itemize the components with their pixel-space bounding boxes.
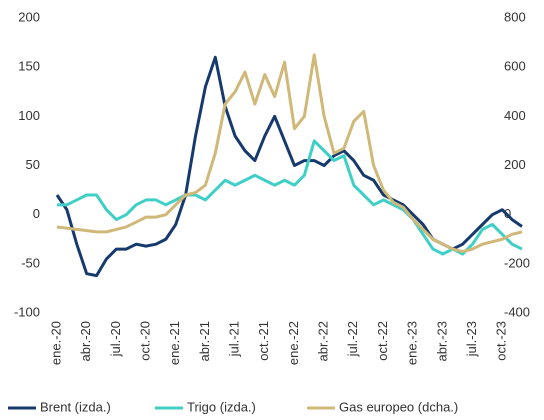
x-tick-label: ene.-21 bbox=[167, 321, 182, 365]
x-tick-label: abr.-21 bbox=[197, 321, 212, 361]
x-tick-label: abr.-22 bbox=[316, 321, 331, 361]
y-tick-label: -50 bbox=[21, 255, 40, 270]
x-tick-label: ene.-20 bbox=[48, 321, 63, 365]
series-line bbox=[56, 53, 523, 254]
x-tick-label: ene.-23 bbox=[405, 321, 420, 365]
x-tick-label: abr.-20 bbox=[78, 321, 93, 361]
x-tick-label: oct.-20 bbox=[137, 321, 152, 361]
y-tick-label: 150 bbox=[18, 59, 40, 74]
y2-tick-label: 400 bbox=[504, 108, 526, 123]
x-tick-label: ene.-22 bbox=[286, 321, 301, 365]
y2-tick-label: 200 bbox=[504, 157, 526, 172]
y-tick-label: 0 bbox=[33, 206, 40, 221]
y-tick-label: -100 bbox=[14, 304, 40, 319]
y2-tick-label: 800 bbox=[504, 9, 526, 24]
y-tick-label: 50 bbox=[26, 157, 40, 172]
x-tick-label: oct.-23 bbox=[494, 321, 509, 361]
y2-tick-label: 600 bbox=[504, 59, 526, 74]
x-tick-label: abr.-23 bbox=[434, 321, 449, 361]
y-tick-label: 200 bbox=[18, 9, 40, 24]
x-tick-label: jul.-22 bbox=[345, 321, 360, 357]
legend-label: Trigo (izda.) bbox=[187, 399, 256, 414]
y2-tick-label: -400 bbox=[504, 304, 530, 319]
x-tick-label: jul.-23 bbox=[464, 321, 479, 357]
x-tick-label: jul.-20 bbox=[108, 321, 123, 357]
legend-label: Gas europeo (dcha.) bbox=[339, 399, 458, 414]
legend-label: Brent (izda.) bbox=[40, 399, 111, 414]
x-tick-label: oct.-21 bbox=[256, 321, 271, 361]
y-tick-label: 100 bbox=[18, 108, 40, 123]
x-tick-label: oct.-22 bbox=[375, 321, 390, 361]
y2-tick-label: -200 bbox=[504, 255, 530, 270]
x-tick-label: jul.-21 bbox=[227, 321, 242, 357]
series-line bbox=[57, 139, 523, 256]
